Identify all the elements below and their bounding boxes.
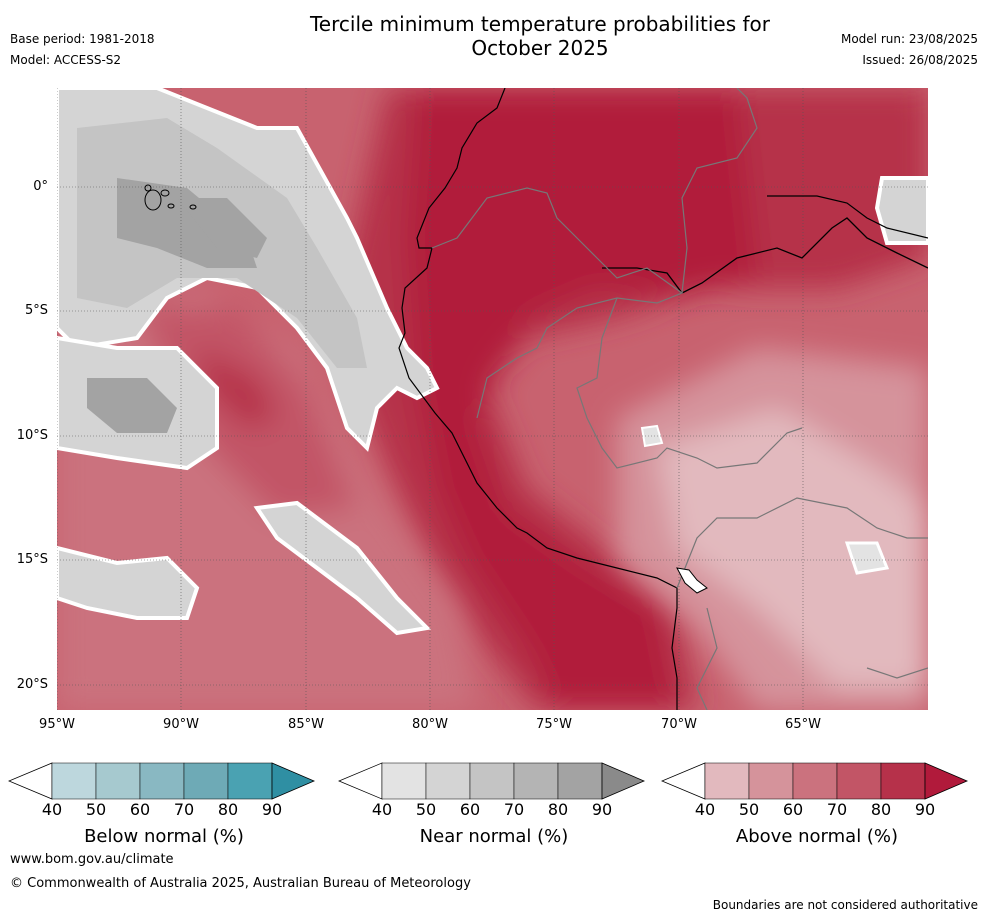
- colorbar-extend-low: [661, 762, 706, 800]
- colorbar-extend-high: [601, 762, 646, 800]
- colorbar-tick-label: 60: [129, 800, 151, 819]
- map-title-line1: Tercile minimum temperature probabilitie…: [309, 12, 771, 36]
- below-normal-colorbar: [8, 762, 316, 800]
- colorbar-tick-label: 70: [826, 800, 848, 819]
- colorbar-tick-label: 90: [591, 800, 613, 819]
- model-run-text: Model run: 23/08/2025: [840, 32, 978, 46]
- colorbar-segment: [183, 762, 229, 800]
- lat-label-0: 0°: [33, 179, 48, 194]
- graticule: [57, 88, 928, 710]
- galapagos-islands: [144, 184, 197, 211]
- near-normal-label: Near normal (%): [419, 826, 569, 847]
- lon-label-70w: 70°W: [661, 717, 697, 732]
- lon-label-85w: 85°W: [288, 717, 324, 732]
- colorbar-extend-high: [924, 762, 969, 800]
- coastline: [398, 88, 678, 710]
- lon-label-65w: 65°W: [785, 717, 821, 732]
- colorbar-tick-label: 40: [41, 800, 63, 819]
- above-normal-high-region: [347, 88, 928, 710]
- above-normal-label: Above normal (%): [735, 826, 899, 847]
- colorbar-segment: [748, 762, 794, 800]
- north-coast: [767, 195, 928, 239]
- colorbar-segment: [227, 762, 273, 800]
- colorbar-segment: [557, 762, 603, 800]
- colorbar-segment: [469, 762, 515, 800]
- colorbar-tick-label: 70: [173, 800, 195, 819]
- colorbar-tick-label: 50: [738, 800, 760, 819]
- lon-label-80w: 80°W: [412, 717, 448, 732]
- metadata-right: Model run: 23/08/2025 Issued: 26/08/2025: [841, 29, 978, 71]
- metadata-left: Base period: 1981-2018 Model: ACCESS-S2: [10, 29, 155, 71]
- lon-label-75w: 75°W: [536, 717, 572, 732]
- colorbar-tick-label: 40: [371, 800, 393, 819]
- below-normal-label: Below normal (%): [84, 826, 244, 847]
- lon-label-95w: 95°W: [39, 717, 75, 732]
- colorbar-tick-label: 80: [217, 800, 239, 819]
- colorbar-segment: [51, 762, 97, 800]
- colorbar-tick-label: 50: [415, 800, 437, 819]
- lake-titicaca: [676, 567, 708, 594]
- above-normal-low-region: [617, 348, 928, 710]
- map-title: Tercile minimum temperature probabilitie…: [220, 12, 860, 60]
- disclaimer-text: Boundaries are not considered authoritat…: [712, 898, 978, 912]
- colorbar-tick-label: 70: [503, 800, 525, 819]
- colorbar-tick-label: 80: [547, 800, 569, 819]
- base-period-text: Base period: 1981-2018: [10, 32, 155, 46]
- colorbar-tick-label: 90: [914, 800, 936, 819]
- colorbar-segment: [704, 762, 750, 800]
- colorbar-segment: [836, 762, 882, 800]
- colorbar-segment: [792, 762, 838, 800]
- colorbar-segment: [381, 762, 427, 800]
- lat-label-15s: 15°S: [16, 552, 48, 567]
- colorbar-tick-label: 60: [459, 800, 481, 819]
- colorbar-segment: [880, 762, 926, 800]
- lat-label-10s: 10°S: [16, 428, 48, 443]
- lat-label-20s: 20°S: [16, 677, 48, 692]
- model-text: Model: ACCESS-S2: [10, 53, 122, 67]
- amazon-river: [602, 217, 928, 294]
- above-normal-colorbar: [661, 762, 969, 800]
- colorbar-segment: [95, 762, 141, 800]
- website-link[interactable]: www.bom.gov.au/climate: [10, 852, 174, 867]
- colorbar-extend-low: [338, 762, 383, 800]
- copyright-text: © Commonwealth of Australia 2025, Austra…: [10, 876, 471, 891]
- colorbar-extend-high: [271, 762, 316, 800]
- colorbar-extend-low: [8, 762, 53, 800]
- lon-label-90w: 90°W: [163, 717, 199, 732]
- colorbar-tick-label: 40: [694, 800, 716, 819]
- lat-label-5s: 5°S: [24, 303, 48, 318]
- country-borders: [431, 88, 928, 710]
- issued-text: Issued: 26/08/2025: [862, 53, 978, 67]
- colorbar-segment: [513, 762, 559, 800]
- near-normal-region: [57, 88, 928, 636]
- colorbar-tick-label: 50: [85, 800, 107, 819]
- colorbar-tick-label: 60: [782, 800, 804, 819]
- colorbar-segment: [425, 762, 471, 800]
- near-normal-colorbar: [338, 762, 646, 800]
- colorbar-tick-label: 80: [870, 800, 892, 819]
- map-title-line2: October 2025: [471, 36, 609, 60]
- colorbar-segment: [139, 762, 185, 800]
- colorbar-tick-label: 90: [261, 800, 283, 819]
- probability-map: [57, 88, 928, 710]
